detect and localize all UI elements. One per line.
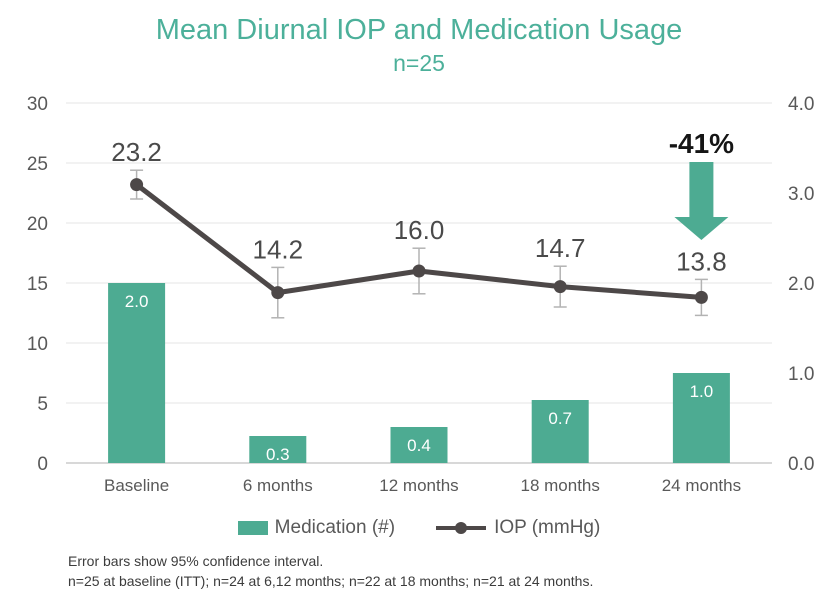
chart-canvas: 0 5 10 15 20 25 30 0.0 1.0 2.0 3.0 4.0 2.0 0.3 0.4 0.7 1… [27, 94, 815, 495]
x-axis-category-label: Baseline [104, 476, 169, 495]
medication-bar-label: 1.0 [690, 382, 714, 401]
iop-data-label: 14.2 [252, 234, 303, 264]
iop-data-label: 14.7 [535, 233, 586, 263]
medication-bar-swatch-icon [237, 521, 268, 535]
medication-bar [108, 283, 166, 463]
footnote-line-1: Error bars show 95% confidence interval. [68, 553, 324, 569]
medication-bar [531, 400, 589, 463]
legend-label-medication: Medication (#) [274, 517, 396, 538]
iop-data-label: 13.8 [676, 246, 727, 276]
right-axis-tick-label: 2.0 [788, 274, 814, 295]
left-axis-tick-label: 20 [27, 214, 48, 235]
legend-label-iop: IOP (mmHg) [494, 517, 601, 538]
right-axis-tick-label: 1.0 [788, 364, 814, 385]
left-axis-tick-label: 10 [27, 334, 48, 355]
left-axis-tick-label: 25 [27, 154, 48, 175]
chart-subtitle: n=25 [393, 50, 445, 76]
iop-marker [694, 290, 708, 304]
x-axis-category-label: 24 months [662, 476, 741, 495]
x-axis-category-label: 12 months [379, 476, 458, 495]
legend-item-medication: Medication (#) [237, 517, 396, 539]
iop-data-label: 23.2 [111, 137, 162, 167]
percent-change-label: -41% [669, 128, 734, 159]
right-axis-tick-label: 4.0 [788, 94, 814, 115]
iop-marker [271, 286, 285, 300]
chart-legend: Medication (#) IOP (mmHg) [0, 517, 838, 539]
x-axis-category-label: 18 months [521, 476, 600, 495]
medication-bar-label: 0.3 [266, 445, 290, 464]
legend-item-iop: IOP (mmHg) [435, 517, 600, 539]
medication-bar [672, 373, 730, 463]
medication-bar-label: 2.0 [125, 292, 149, 311]
medication-bar [249, 436, 307, 463]
down-arrow-icon [674, 162, 729, 240]
iop-marker [553, 280, 567, 294]
iop-line-swatch-icon [436, 522, 487, 534]
left-axis-tick-label: 15 [27, 274, 48, 295]
right-axis-tick-label: 0.0 [788, 454, 814, 475]
iop-data-label: 16.0 [394, 215, 445, 245]
footnotes: Error bars show 95% confidence interval.… [68, 551, 593, 591]
left-axis-tick-label: 30 [27, 94, 48, 115]
left-axis-tick-label: 0 [37, 454, 48, 475]
chart-title: Mean Diurnal IOP and Medication Usage [155, 14, 683, 46]
right-axis-tick-label: 3.0 [788, 184, 814, 205]
left-axis-tick-label: 5 [37, 394, 48, 415]
medication-bar-label: 0.7 [548, 409, 572, 428]
x-axis-category-label: 6 months [243, 476, 313, 495]
footnote-line-2: n=25 at baseline (ITT); n=24 at 6,12 mon… [68, 573, 594, 589]
iop-marker [412, 264, 426, 278]
medication-bar [390, 427, 448, 463]
iop-marker [130, 178, 144, 192]
medication-bar-label: 0.4 [407, 436, 431, 455]
